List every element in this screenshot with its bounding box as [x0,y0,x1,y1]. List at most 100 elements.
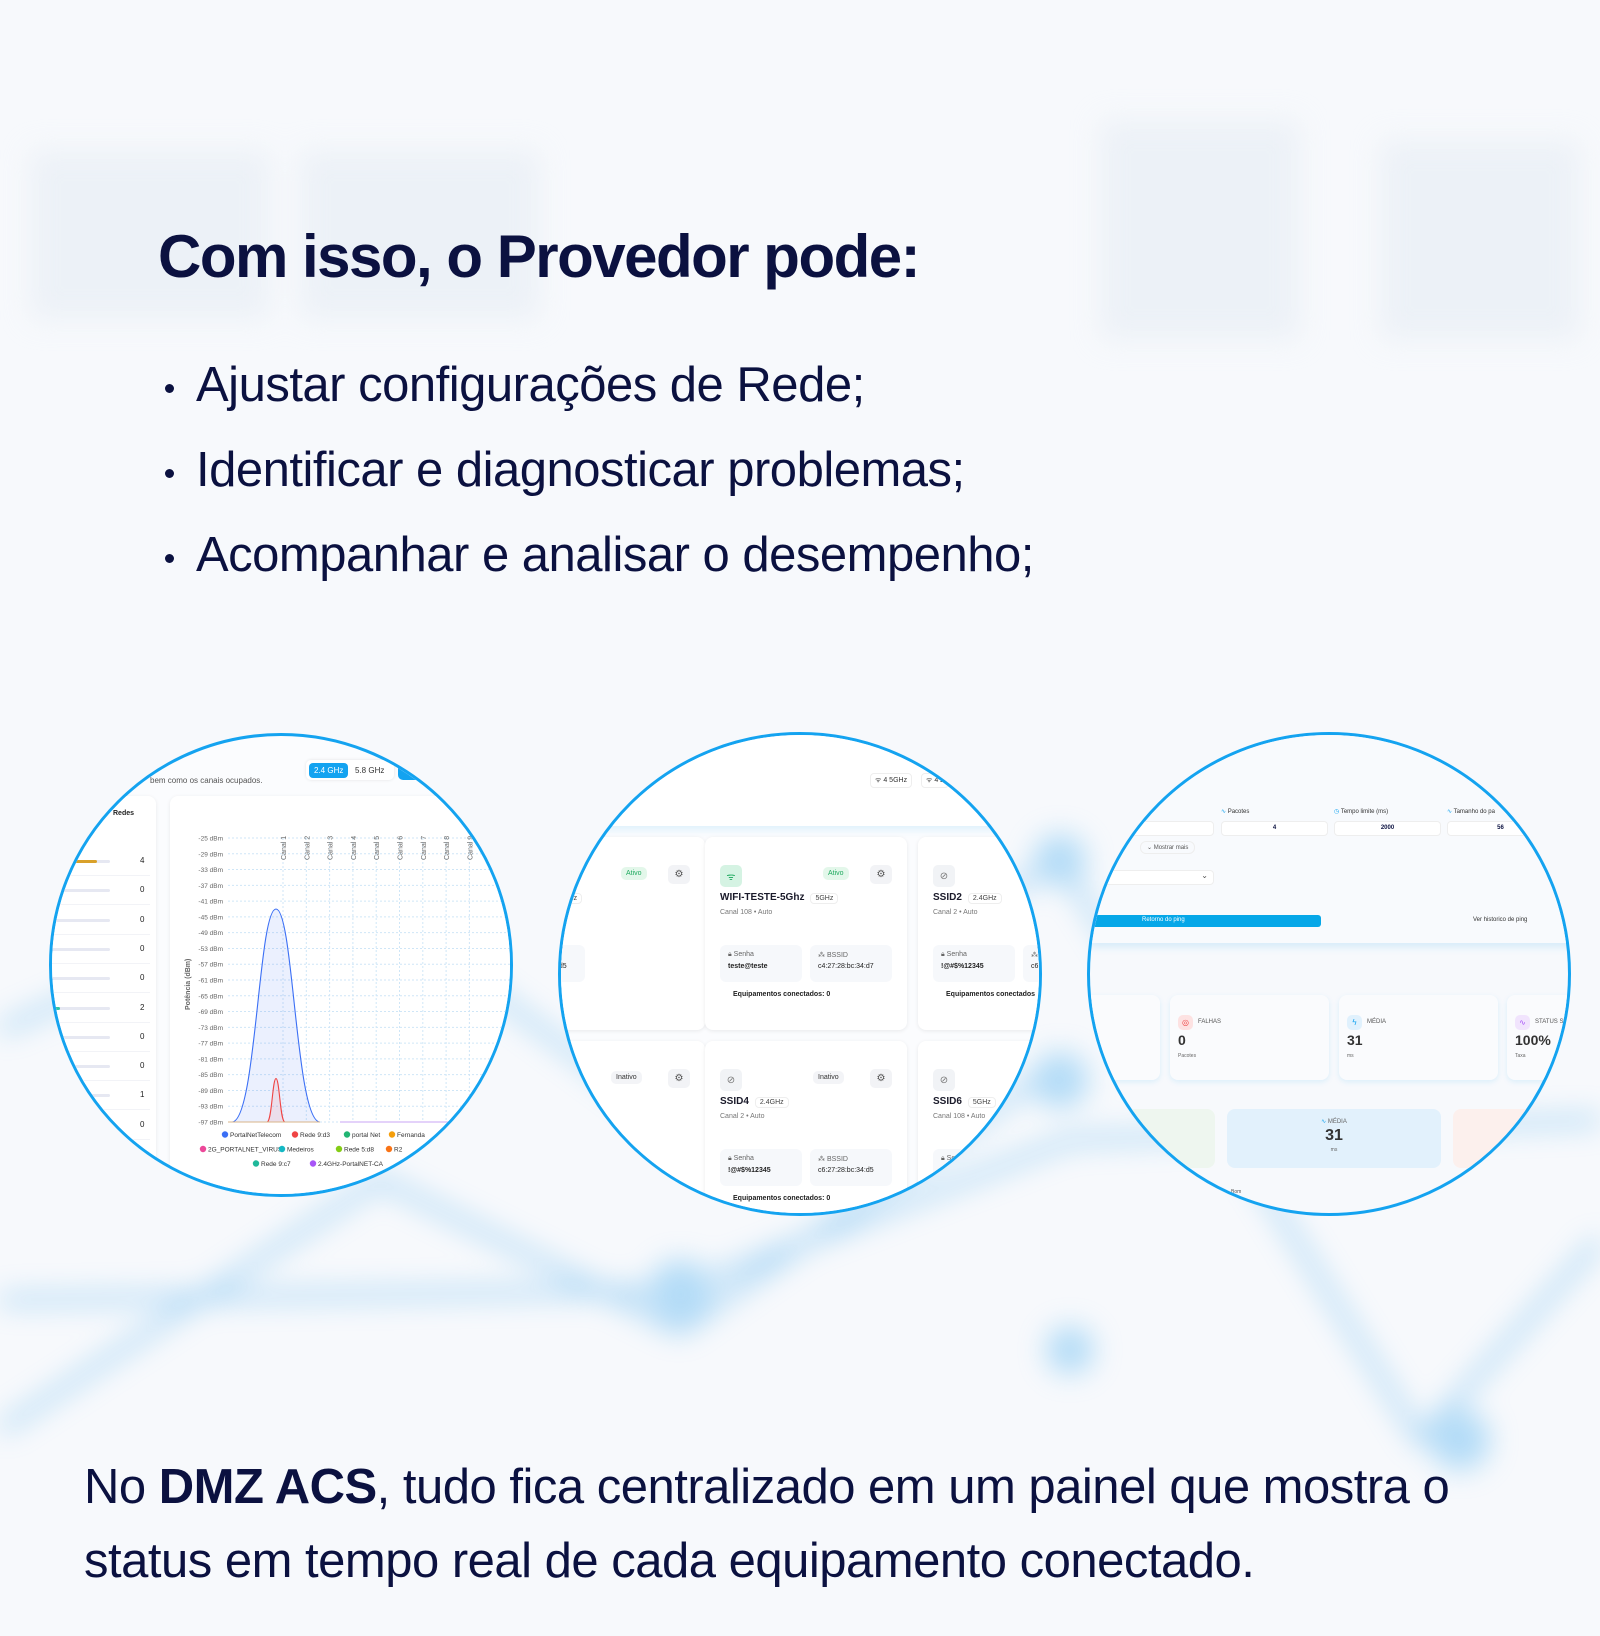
password-field: 🔒︎ Senha !@ [933,1149,1015,1186]
legend-label: Rede 5:d8 [344,1147,374,1154]
y-tick-label: -73 dBm [198,1025,223,1032]
stat-label: STATUS SU [1535,1019,1568,1025]
gear-icon[interactable]: ⚙ [668,1069,690,1088]
stat-card [1090,995,1160,1080]
gear-icon[interactable]: ⚙ [870,1069,892,1088]
ssid-title: SSID6 5GHz [933,1096,996,1108]
select-dropdown[interactable]: ⌄ [1090,870,1214,885]
show-more-button[interactable]: ⌄ Mostrar mais [1140,841,1196,854]
chart-card: -25 dBm -29 dBm -33 dBm -37 dBm -41 dBm -45 d… [170,796,510,1194]
action-button[interactable] [398,760,428,780]
network-count: 1 [140,1090,145,1100]
stat-label: FALHAS [1198,1019,1222,1025]
network-bar [52,1094,110,1098]
field-label: ◷ Tempo limite (ms) [1334,809,1389,815]
legend-marker [199,1145,207,1153]
bssid-field: ⁂ BSSID c6:27:28:bc:34:d5 [810,1149,892,1186]
stat-unit: ms [1347,1053,1354,1059]
ping-button[interactable]: Retorno do ping [1090,915,1321,927]
y-tick-label: -25 dBm [198,836,223,843]
network-icon: ⁂ [818,952,827,959]
network-bar [52,918,110,922]
legend-label: Rede 9:c7 [261,1161,291,1168]
connected-devices: os conectados: 0 [558,991,560,998]
password-value: teste@teste [728,963,768,970]
ssid-title: SSID4 2.4GHz [720,1096,789,1108]
y-tick-label: -85 dBm [198,1072,223,1079]
activity-icon: ∿ [1515,1015,1530,1030]
field-input[interactable]: 2000 [1334,821,1441,836]
legend-marker [221,1131,229,1138]
wifi-card: Ativo ⚙ 4Ghz2.4GHz ⁂ BSSIDc4:27:28:bc:34:d5… [558,837,705,1030]
password-field: 🔒︎ Senha !@#$%12345 [720,1149,802,1186]
field-label: ∿ Pacotes [1221,809,1250,815]
field-input[interactable]: 56 [1447,821,1554,836]
lock-icon: 🔒︎ [728,951,734,958]
y-tick-label: -89 dBm [198,1088,223,1095]
network-count: 0 [140,885,145,895]
bullet-item: Identificar e diagnosticar problemas; [165,437,1034,522]
field-input[interactable]: 4 [1221,821,1328,836]
channel-label: Canal 5 [374,836,381,860]
network-bar [52,1006,110,1010]
bssid-value: c6:2 [1031,963,1041,970]
networks-header: Redes [113,810,135,817]
lock-icon: 🔒︎ [941,951,947,958]
bullet-dot [165,468,174,478]
legend-label: 2G_PORTALNET_VIRUS [208,1147,283,1154]
legend-marker [388,1131,396,1138]
stat-unit: Pacotes [1178,1053,1197,1059]
chip-5ghz: ᯤ 4 5GHz [870,773,913,788]
brand-name: DMZ ACS [158,1460,377,1514]
tab-2-4ghz[interactable]: 2.4 GHz [309,763,349,778]
good-box [1090,1109,1215,1168]
y-tick-label: -93 dBm [198,1104,223,1111]
ssid-name: SSID6 [933,1096,962,1107]
ssid-title: 4Ghz2.4GHz [561,892,583,904]
password-value: !@#$%12345 [728,1167,771,1174]
legend-marker [278,1145,286,1153]
y-tick-label: -69 dBm [198,1009,223,1016]
legend-label: portal Net [352,1132,380,1139]
headline: Com isso, o Provedor pode: [158,223,921,290]
legend-marker [309,1160,317,1167]
stat-card: ϟ MÉDIA 31 ms [1339,995,1498,1080]
password-value: !@ [941,1167,951,1174]
band-badge: 2.4GHz [967,893,1002,904]
channel-info: Canal 2 • Auto [720,1113,765,1120]
wifi-card: ⊘ SSID2 2.4GHz Canal 2 • Auto 🔒︎ Senha !@#$%1… [918,837,1041,1030]
wifi-screenshot-circle: ᯤ 4 5GHz ᯤ 4 2 Ativo ⚙ 4Ghz2.4GHz ⁂ BSSIDc4… [558,732,1042,1216]
network-row-divider [52,904,150,906]
wifi-off-icon: ⊘ [933,1069,955,1091]
password-field: 🔒︎ Senha !@#$%12345 [933,945,1015,982]
connected-devices: Equipamentos conectados: 0 [733,1195,831,1202]
network-row-divider [52,1080,150,1082]
network-row-divider [52,1109,150,1111]
network-bar [52,889,110,893]
gear-icon[interactable]: ⚙ [668,865,690,884]
legend-label: R2 [394,1147,403,1154]
channel-info: Canal 108 • Auto [933,1113,986,1120]
spectrum-chart: -25 dBm -29 dBm -33 dBm -37 dBm -41 dBm -45 d… [185,836,510,1168]
bad-box [1453,1109,1568,1168]
ssid-title: WIFI-TESTE-5Ghz 5GHz [720,892,839,904]
bssid-value: c4:27:28:bc:34:d7 [818,963,874,970]
bssid-value: c6:27:28:bc:34:d5 [818,1167,874,1174]
host-input[interactable] [1090,821,1214,836]
ping-history-link[interactable]: Ver historico de ping [1473,917,1528,923]
wifi-off-icon: ⊘ [720,1069,742,1091]
stat-label: MÉDIA [1367,1019,1387,1025]
network-count: 0 [140,1031,145,1041]
stat-value: 31 [1347,1032,1363,1048]
legend-marker [385,1145,393,1153]
tab-5-8ghz[interactable]: 5.8 GHz [355,766,385,775]
channel-label: Canal 9 [467,836,474,860]
legend-marker [291,1131,299,1138]
network-row-divider [52,992,150,994]
chip-2-4ghz: ᯤ 4 2 [921,773,950,788]
gear-icon[interactable]: ⚙ [870,865,892,884]
band-badge: 5GHz [810,893,839,904]
legend-label: Fernanda [397,1132,425,1139]
